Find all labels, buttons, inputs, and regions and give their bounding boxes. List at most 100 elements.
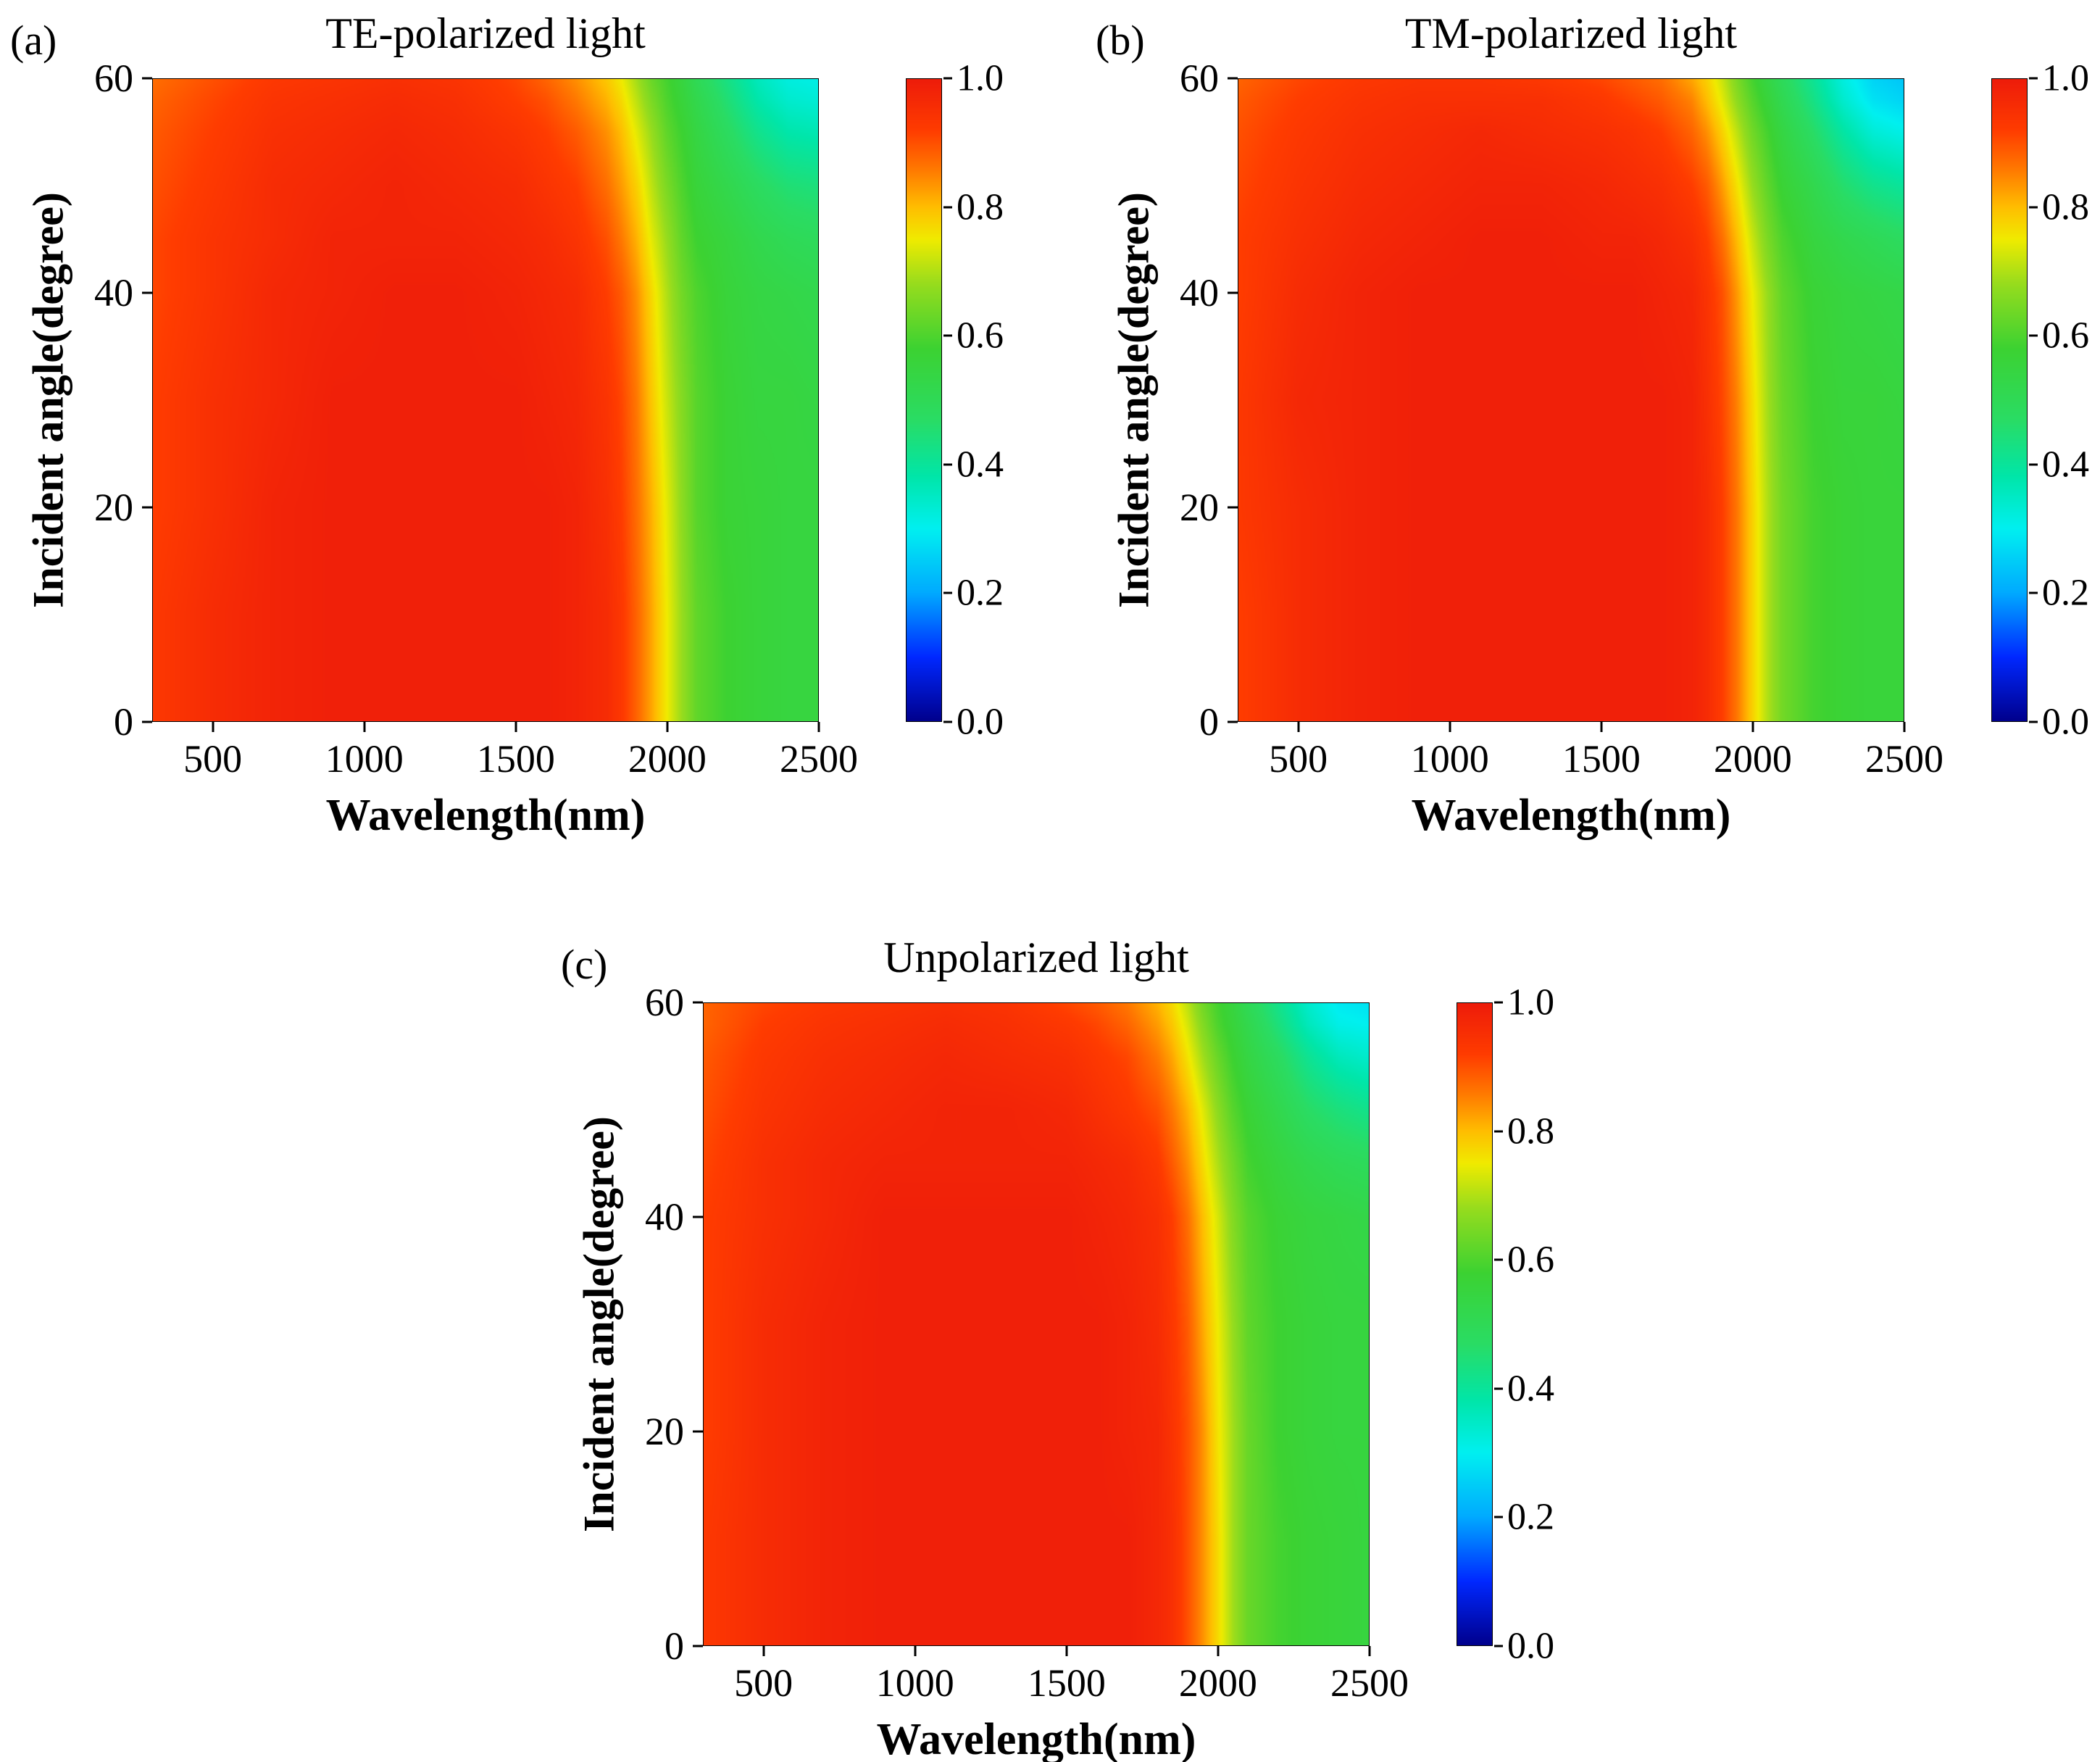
x-tick-label: 2000 (1178, 1661, 1257, 1705)
x-tick-label: 500 (183, 737, 243, 781)
x-tick-mark (1449, 722, 1451, 732)
y-tick-mark (1228, 720, 1238, 723)
y-tick-mark (1228, 291, 1238, 294)
colorbar-te (906, 78, 942, 722)
colorbar-tick-mark (943, 463, 952, 466)
colorbar-tick-mark (943, 334, 952, 337)
heatmap-plot-te (152, 78, 819, 722)
y-tick-label: 40 (1180, 270, 1219, 315)
colorbar-ticks-te: 0.0 0.2 0.4 0.6 0.8 1.0 (943, 58, 1013, 743)
x-tick-mark (363, 722, 366, 732)
x-tick-label: 500 (1269, 737, 1328, 781)
colorbar-tick-label: 0.8 (1507, 1110, 1554, 1152)
x-tick-label: 500 (734, 1661, 793, 1705)
colorbar-tick-mark (1494, 1516, 1503, 1518)
colorbar-tick-label: 1.0 (1507, 981, 1554, 1023)
colorbar-tick-mark (2029, 463, 2038, 466)
colorbar-tick-label: 0.2 (1507, 1496, 1554, 1538)
y-tick-label: 20 (645, 1409, 684, 1453)
x-tick-mark (1600, 722, 1603, 732)
colorbar-tick-label: 0.0 (2042, 701, 2089, 743)
panel-tag-a: (a) (10, 17, 57, 64)
x-tick-label: 1000 (325, 737, 404, 781)
y-tick-label: 0 (664, 1624, 684, 1668)
panel-tag-b: (b) (1096, 17, 1145, 64)
x-tick-label: 1500 (476, 737, 555, 781)
colorbar-tick-label: 0.2 (957, 572, 1004, 614)
y-tick-label: 0 (114, 700, 133, 744)
y-tick-label: 20 (94, 485, 133, 529)
x-tick-mark (1217, 1646, 1220, 1656)
heatmap-plot-tm (1238, 78, 1904, 722)
colorbar-unpolarized (1457, 1002, 1493, 1646)
colorbar-tick-mark (2029, 77, 2038, 80)
y-tick-mark (693, 1001, 703, 1004)
colorbar-tick-mark (1494, 1645, 1503, 1647)
colorbar-tick-label: 0.6 (2042, 315, 2089, 357)
x-tick-mark (1903, 722, 1906, 732)
panel-tm-polarized: (b) TM-polarized light Incident angle(de… (1093, 6, 2100, 850)
colorbar-tick-label: 1.0 (2042, 57, 2089, 99)
y-tick-label: 60 (94, 57, 133, 100)
y-tick-mark (142, 77, 152, 80)
x-tick-label: 1500 (1562, 737, 1641, 781)
colorbar-tick-mark (1494, 1258, 1503, 1261)
colorbar-tick-mark (943, 77, 952, 80)
x-tick-label: 2000 (628, 737, 707, 781)
y-tick-mark (693, 1215, 703, 1218)
plot-title-unpolarized: Unpolarized light (883, 934, 1189, 981)
x-tick-mark (514, 722, 517, 732)
x-tick-mark (1065, 1646, 1068, 1656)
colorbar-ticks-tm: 0.0 0.2 0.4 0.6 0.8 1.0 (2029, 58, 2099, 743)
x-axis-ticks-tm: 500 1000 1500 2000 2500 (1238, 722, 1943, 787)
plot-title-te: TE-polarized light (325, 9, 646, 57)
y-tick-mark (142, 720, 152, 723)
x-tick-label: 2000 (1713, 737, 1792, 781)
colorbar-tick-label: 0.4 (957, 444, 1004, 486)
x-tick-mark (762, 1646, 765, 1656)
colorbar-tick-mark (2029, 334, 2038, 337)
colorbar-tick-mark (943, 591, 952, 594)
colorbar-tick-mark (2029, 591, 2038, 594)
heatmap-plot-unpolarized (703, 1002, 1370, 1646)
colorbar-tick-label: 0.4 (2042, 444, 2089, 486)
x-tick-label: 1000 (875, 1661, 954, 1705)
x-tick-mark (1297, 722, 1300, 732)
x-tick-mark (1751, 722, 1754, 732)
colorbar-tick-label: 0.4 (1507, 1368, 1554, 1410)
x-tick-label: 2500 (780, 737, 858, 781)
x-tick-label: 2500 (1330, 1661, 1409, 1705)
colorbar-tick-label: 0.0 (957, 701, 1004, 743)
colorbar-tick-mark (1494, 1001, 1503, 1004)
y-tick-label: 60 (645, 981, 684, 1024)
colorbar-tick-label: 0.6 (957, 315, 1004, 357)
plot-title-tm: TM-polarized light (1404, 9, 1738, 57)
colorbar-tick-label: 0.6 (1507, 1239, 1554, 1281)
colorbar-canvas-tm (1992, 79, 2027, 721)
x-tick-mark (666, 722, 669, 732)
colorbar-tick-mark (2029, 206, 2038, 209)
x-tick-label: 1500 (1027, 1661, 1106, 1705)
colorbar-tick-label: 1.0 (957, 57, 1004, 99)
panel-unpolarized: (c) Unpolarized light Incident angle(deg… (558, 930, 1565, 1762)
colorbar-tick-mark (943, 206, 952, 209)
colorbar-tick-label: 0.2 (2042, 572, 2089, 614)
x-axis-label-tm: Wavelength(nm) (1411, 791, 1731, 840)
x-axis-label-unpolarized: Wavelength(nm) (876, 1715, 1196, 1762)
y-tick-label: 60 (1180, 57, 1219, 100)
y-tick-label: 0 (1199, 700, 1219, 744)
panel-tag-c: (c) (561, 941, 608, 988)
y-axis-ticks-tm: 0 20 40 60 (1093, 57, 1238, 744)
y-tick-mark (693, 1430, 703, 1433)
y-tick-mark (1228, 77, 1238, 80)
y-tick-label: 20 (1180, 485, 1219, 529)
colorbar-tm (1991, 78, 2028, 722)
colorbar-tick-label: 0.8 (957, 186, 1004, 228)
colorbar-canvas-unpolarized (1457, 1003, 1492, 1645)
heatmap-canvas-te (153, 79, 818, 721)
y-axis-ticks-te: 0 20 40 60 (7, 57, 152, 744)
colorbar-tick-mark (1494, 1130, 1503, 1133)
x-tick-mark (914, 1646, 917, 1656)
y-tick-label: 40 (645, 1194, 684, 1239)
